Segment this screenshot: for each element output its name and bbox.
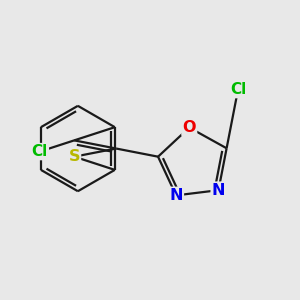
Text: Cl: Cl — [230, 82, 246, 97]
Text: S: S — [68, 149, 80, 164]
Text: N: N — [169, 188, 183, 203]
Text: N: N — [212, 183, 225, 198]
Text: O: O — [182, 120, 196, 135]
Text: Cl: Cl — [32, 144, 48, 159]
